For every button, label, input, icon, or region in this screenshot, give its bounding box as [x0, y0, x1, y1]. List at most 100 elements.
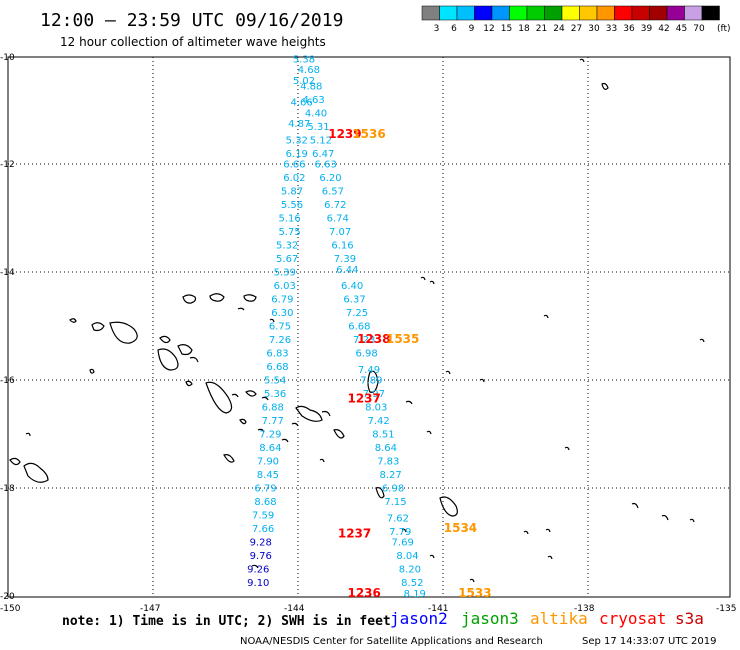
- swh-value: 8.68: [254, 497, 276, 508]
- swh-value: 6.63: [315, 160, 337, 171]
- swh-value: 9.10: [247, 578, 269, 589]
- swh-value: 7.97: [363, 389, 385, 400]
- swh-value: 5.56: [281, 200, 303, 211]
- swh-value: 8.03: [365, 403, 387, 414]
- colorbar-swatch: [544, 5, 563, 21]
- swh-value: 5.02: [293, 76, 315, 87]
- legend-cryosat: cryosat: [599, 609, 666, 628]
- pass-time-label: 1237: [338, 527, 371, 541]
- lon-label: -135: [716, 604, 736, 614]
- colorbar-tick-label: 45: [676, 24, 687, 34]
- swh-value: 9.76: [250, 551, 272, 562]
- lon-label: -147: [140, 604, 160, 614]
- map-frame: [7, 56, 731, 598]
- colorbar-tick-label: 33: [606, 24, 617, 34]
- swh-value: 8.20: [399, 565, 421, 576]
- swh-value: 7.39: [334, 254, 356, 265]
- swh-value: 7.26: [269, 335, 291, 346]
- swh-value: 6.83: [266, 349, 288, 360]
- swh-value: 6.30: [271, 308, 293, 319]
- swh-value: 5.16: [278, 214, 300, 225]
- island-outlines: [9, 58, 705, 583]
- swh-value: 6.20: [319, 173, 341, 184]
- swh-value: 5.87: [281, 187, 303, 198]
- swh-value: 6.16: [331, 241, 353, 252]
- colorbar-tick-label: 30: [588, 24, 600, 34]
- colorbar-swatch: [474, 5, 493, 21]
- swh-value: 7.79: [389, 527, 411, 538]
- swh-value: 8.04: [396, 551, 418, 562]
- swh-value: 6.44: [336, 265, 358, 276]
- lon-label: -141: [428, 604, 448, 614]
- swh-value: 5.75: [278, 227, 300, 238]
- color-scale-legend: 3 6 9 12 15 18 21 24 27 30 33 36 39 42 45 70: [421, 5, 720, 34]
- swh-value: 6.19: [286, 149, 308, 160]
- swh-value: 6.98: [355, 349, 377, 360]
- colorbar-swatch: [561, 5, 580, 21]
- colorbar-tick-label: 3: [434, 24, 440, 34]
- lon-label: -144: [284, 604, 305, 614]
- swh-value: 6.66: [283, 160, 305, 171]
- colorbar-swatch: [526, 5, 545, 21]
- colorbar-tick-label: 42: [658, 24, 669, 34]
- swh-value: 7.49: [358, 365, 380, 376]
- lat-label: -16: [0, 376, 15, 386]
- swh-value: 8.64: [259, 443, 281, 454]
- colorbar-swatch: [421, 5, 440, 21]
- swh-value: 6.79: [271, 295, 293, 306]
- swh-value: 6.72: [324, 200, 346, 211]
- lon-label: -138: [574, 604, 595, 614]
- swh-value: 6.74: [327, 214, 349, 225]
- swh-value: 7.23: [353, 335, 375, 346]
- legend-jason2: jason2: [390, 609, 448, 628]
- swh-value: 6.68: [266, 362, 288, 373]
- swh-value: 4.66: [290, 98, 312, 109]
- colorbar-swatch: [439, 5, 458, 21]
- colorbar-tick-label: 36: [623, 24, 635, 34]
- colorbar-swatch: [509, 5, 528, 21]
- colorbar-tick-label: 9: [469, 24, 475, 34]
- pass-time-label: 1533: [458, 586, 491, 600]
- swh-value: 5.54: [264, 376, 286, 387]
- swh-value: 7.25: [346, 308, 368, 319]
- swh-value: 6.75: [269, 322, 291, 333]
- swh-value: 6.68: [348, 322, 370, 333]
- colorbar-swatch: [596, 5, 615, 21]
- swh-value: 6.40: [341, 281, 363, 292]
- swh-value: 7.29: [259, 430, 281, 441]
- colorbar-swatch: [701, 5, 720, 21]
- pass-time-label: 1237: [347, 392, 380, 406]
- swh-value: 5.32: [286, 135, 308, 146]
- swh-value: 4.40: [305, 108, 327, 119]
- graticule: [8, 57, 730, 597]
- colorbar-tick-label: 21: [536, 24, 547, 34]
- colorbar-tick-label: 39: [641, 24, 653, 34]
- footer-timestamp: Sep 17 14:33:07 UTC 2019: [582, 636, 716, 647]
- swh-value: 5.36: [264, 389, 286, 400]
- legend-jason3: jason3: [461, 609, 519, 628]
- swh-value: 7.66: [252, 524, 274, 535]
- swh-value: 4.87: [288, 119, 310, 130]
- swh-value: 4.88: [300, 81, 322, 92]
- lat-label: -14: [0, 268, 15, 278]
- colorbar-swatch: [614, 5, 633, 21]
- colorbar-tick-label: 27: [571, 24, 582, 34]
- swh-value: 9.26: [247, 565, 269, 576]
- swh-value: 6.79: [254, 484, 276, 495]
- pass-time-label: 1236: [347, 586, 380, 600]
- swh-value: 6.57: [322, 187, 344, 198]
- swh-value: 7.15: [384, 497, 406, 508]
- swh-value: 7.89: [360, 376, 382, 387]
- swh-value: 5.12: [310, 135, 332, 146]
- colorbar-tick-label: 15: [501, 24, 512, 34]
- swh-value: 8.52: [401, 578, 423, 589]
- swh-value: 7.59: [252, 511, 274, 522]
- legend-note: note: 1) Time is in UTC; 2) SWH is in fe…: [62, 614, 391, 629]
- lat-label: -12: [0, 160, 15, 170]
- footer-credit: NOAA/NESDIS Center for Satellite Applica…: [240, 636, 543, 647]
- colorbar-tick-label: 6: [451, 24, 457, 34]
- colorbar-swatch: [631, 5, 650, 21]
- swh-value: 5.39: [274, 268, 296, 279]
